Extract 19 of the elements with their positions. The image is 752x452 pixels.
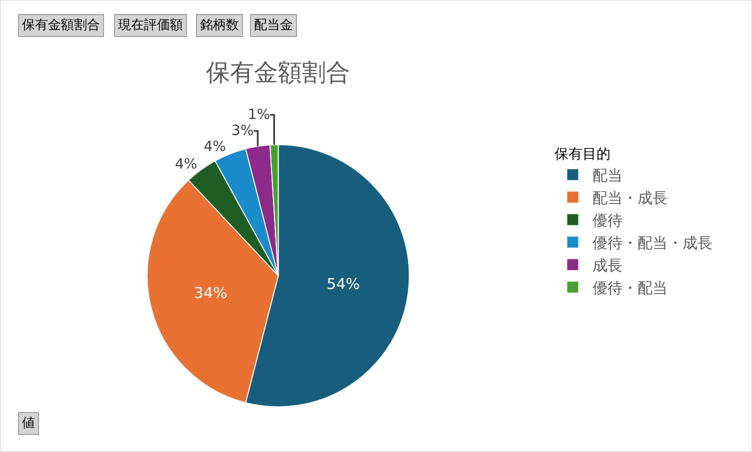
text: 保有金額割合 xyxy=(22,18,100,33)
data-label: 4% xyxy=(204,138,226,155)
data-label: 54% xyxy=(326,274,360,293)
data-label: 34% xyxy=(194,284,228,302)
legend-label: 成長 xyxy=(592,256,623,274)
data-label: 4% xyxy=(174,156,198,172)
text: 値 xyxy=(22,416,35,431)
legend-title: 保有目的 xyxy=(554,146,611,162)
legend-label: 優待・配当・成長 xyxy=(592,234,713,252)
text: 現在評価額 xyxy=(118,18,183,33)
data-label: 1% xyxy=(248,106,270,123)
legend-label: 配当 xyxy=(592,166,623,184)
legend-label: 優待 xyxy=(592,211,623,230)
chart-title: 保有金額割合 xyxy=(206,58,350,87)
legend-label: 配当・成長 xyxy=(592,188,668,207)
legend-label: 優待・配当 xyxy=(592,278,668,297)
text: 銘柄数 xyxy=(200,18,239,33)
text: 配当金 xyxy=(254,18,293,33)
data-label: 3% xyxy=(232,122,254,139)
